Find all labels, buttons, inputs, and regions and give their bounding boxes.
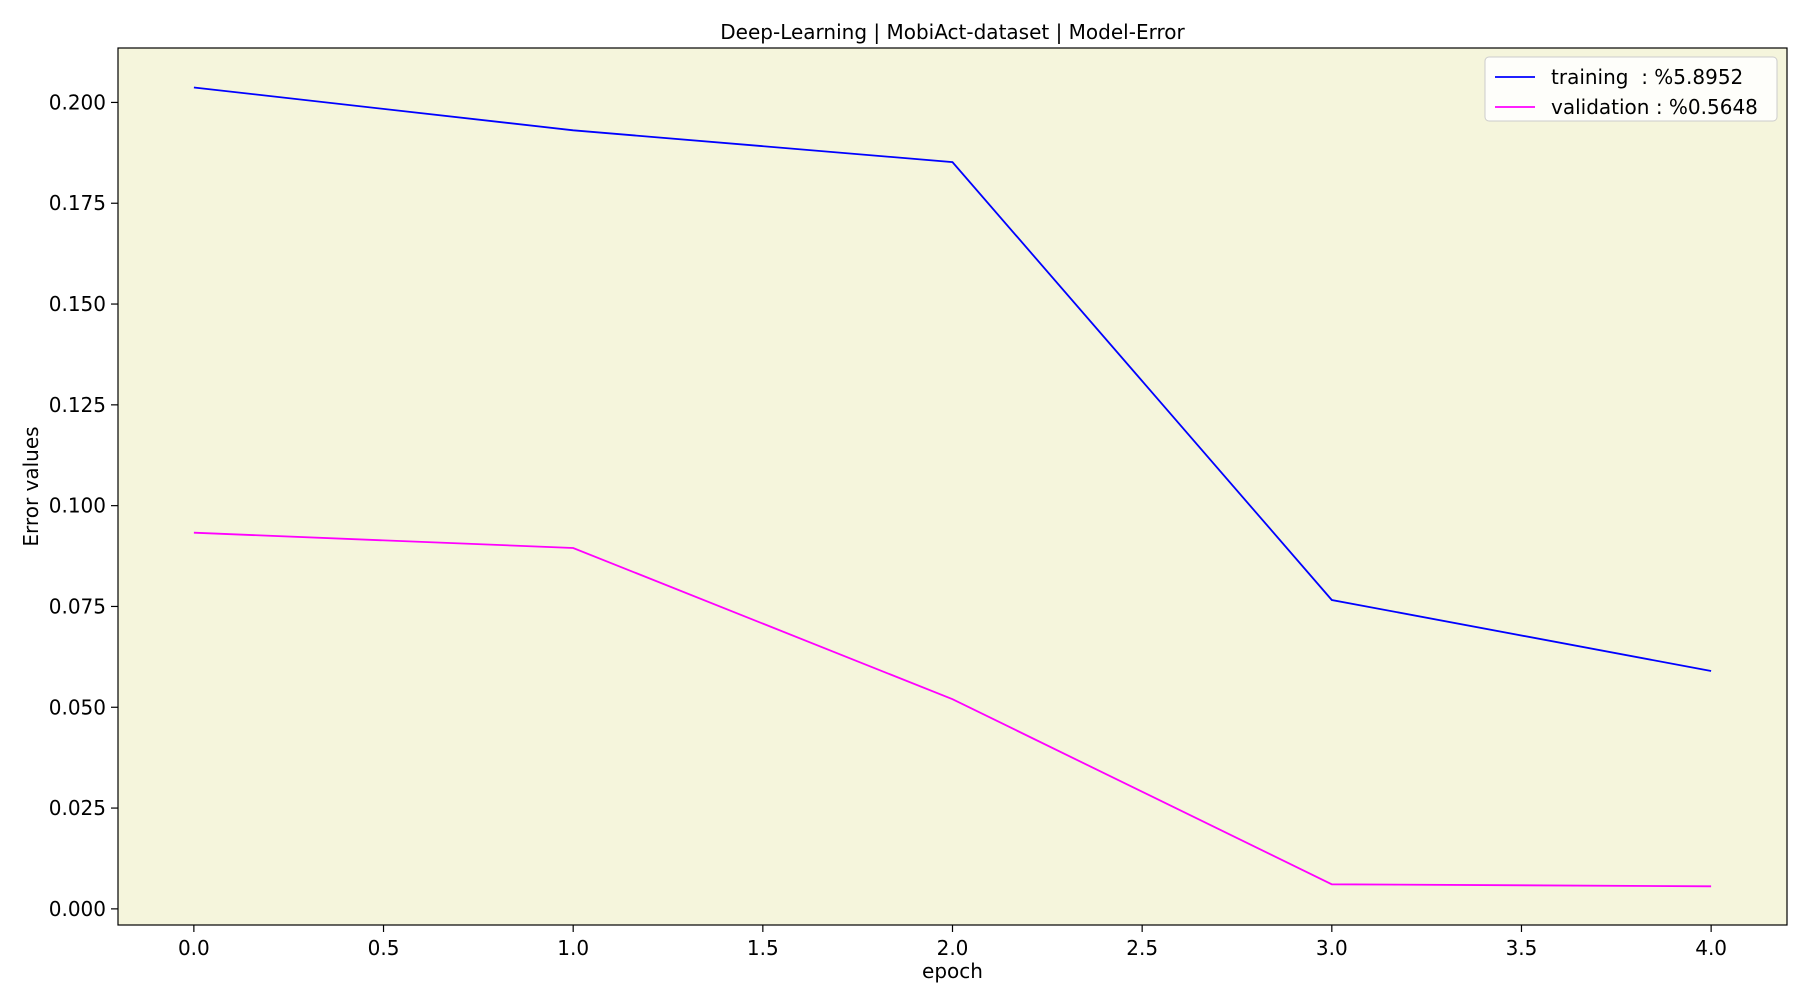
y-axis: 0.000 0.025 0.050 0.075 0.100 0.125 0.150 0.175…	[49, 90, 118, 921]
x-axis-label: epoch	[922, 959, 983, 983]
y-tick-label: 0.175	[49, 191, 106, 215]
y-tick-label: 0.100	[49, 494, 106, 518]
y-tick-label: 0.125	[49, 393, 106, 417]
y-tick-label: 0.000	[49, 897, 106, 921]
y-axis-label: Error values	[19, 426, 43, 546]
plot-area	[118, 48, 1787, 925]
series-layer	[193, 86, 1712, 888]
x-tick-label: 4.0	[1695, 936, 1727, 960]
y-tick-label: 0.200	[49, 90, 106, 114]
x-tick-label: 2.0	[937, 936, 969, 960]
y-tick-label: 0.075	[49, 594, 106, 618]
y-tick-label: 0.025	[49, 796, 106, 820]
chart-title: Deep-Learning | MobiAct-dataset | Model-…	[720, 20, 1185, 44]
legend-label: validation : %0.5648	[1551, 95, 1758, 119]
y-tick-label: 0.050	[49, 695, 106, 719]
legend-box	[1484, 56, 1778, 122]
series-line-training	[193, 86, 1712, 672]
x-tick-label: 3.5	[1506, 936, 1538, 960]
x-tick-label: 0.0	[178, 936, 210, 960]
series-line-validation	[193, 531, 1712, 888]
x-tick-label: 2.5	[1126, 936, 1158, 960]
x-tick-label: 3.0	[1316, 936, 1348, 960]
y-tick-label: 0.150	[49, 292, 106, 316]
x-tick-label: 1.0	[557, 936, 589, 960]
legend-label: training : %5.8952	[1551, 65, 1743, 89]
x-tick-label: 0.5	[368, 936, 400, 960]
x-tick-label: 1.5	[747, 936, 779, 960]
x-axis: 0.0 0.5 1.0 1.5 2.0 2.5 3.0 3.5 4.0	[178, 925, 1727, 960]
legend: training : %5.8952 validation : %0.5648	[1484, 56, 1778, 122]
